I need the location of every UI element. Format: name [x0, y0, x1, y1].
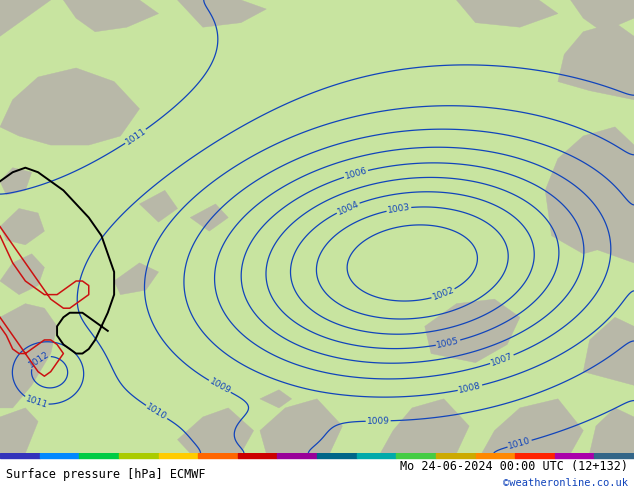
- Polygon shape: [63, 0, 158, 32]
- Polygon shape: [545, 127, 634, 254]
- Text: 1011: 1011: [24, 394, 49, 410]
- Text: 1006: 1006: [344, 166, 368, 181]
- Polygon shape: [139, 191, 178, 222]
- Polygon shape: [0, 168, 32, 195]
- Polygon shape: [0, 0, 51, 36]
- Text: 1009: 1009: [207, 377, 232, 396]
- Text: 1012: 1012: [27, 349, 51, 369]
- Text: ©weatheronline.co.uk: ©weatheronline.co.uk: [503, 478, 628, 488]
- Polygon shape: [583, 318, 634, 385]
- Polygon shape: [114, 263, 158, 294]
- Text: 1007: 1007: [489, 351, 514, 368]
- Polygon shape: [260, 399, 342, 453]
- Polygon shape: [380, 399, 469, 453]
- Text: 1005: 1005: [436, 336, 460, 350]
- Polygon shape: [190, 204, 228, 231]
- Text: 1009: 1009: [366, 416, 390, 426]
- Text: Mo 24-06-2024 00:00 UTC (12+132): Mo 24-06-2024 00:00 UTC (12+132): [399, 460, 628, 473]
- Polygon shape: [590, 408, 634, 453]
- Bar: [238, 453, 278, 458]
- Polygon shape: [456, 0, 558, 27]
- Polygon shape: [558, 23, 634, 99]
- Text: Surface pressure [hPa] ECMWF: Surface pressure [hPa] ECMWF: [6, 468, 206, 481]
- Polygon shape: [260, 390, 292, 408]
- Polygon shape: [596, 195, 634, 263]
- Bar: [0, 453, 39, 458]
- Text: 1011: 1011: [124, 126, 148, 147]
- Bar: [396, 453, 436, 458]
- Bar: [555, 453, 595, 458]
- Polygon shape: [178, 0, 266, 27]
- Polygon shape: [425, 299, 520, 363]
- Bar: [476, 453, 515, 458]
- Text: 1002: 1002: [431, 286, 456, 302]
- Bar: [278, 453, 317, 458]
- Bar: [595, 453, 634, 458]
- Polygon shape: [0, 254, 44, 294]
- Polygon shape: [571, 0, 634, 32]
- Polygon shape: [178, 408, 254, 453]
- Polygon shape: [0, 209, 44, 245]
- Polygon shape: [82, 99, 114, 127]
- Bar: [39, 453, 79, 458]
- Bar: [317, 453, 356, 458]
- Polygon shape: [0, 304, 57, 408]
- Bar: [436, 453, 476, 458]
- Text: 1010: 1010: [145, 402, 169, 422]
- Bar: [198, 453, 238, 458]
- Bar: [119, 453, 158, 458]
- Bar: [79, 453, 119, 458]
- Polygon shape: [482, 399, 583, 453]
- Bar: [515, 453, 555, 458]
- Text: 1010: 1010: [507, 436, 532, 451]
- Text: 1008: 1008: [458, 381, 482, 395]
- Polygon shape: [0, 408, 38, 453]
- Polygon shape: [51, 118, 76, 136]
- Polygon shape: [0, 68, 139, 145]
- Bar: [356, 453, 396, 458]
- Text: 1003: 1003: [387, 203, 411, 215]
- Text: 1004: 1004: [335, 199, 360, 217]
- Bar: [158, 453, 198, 458]
